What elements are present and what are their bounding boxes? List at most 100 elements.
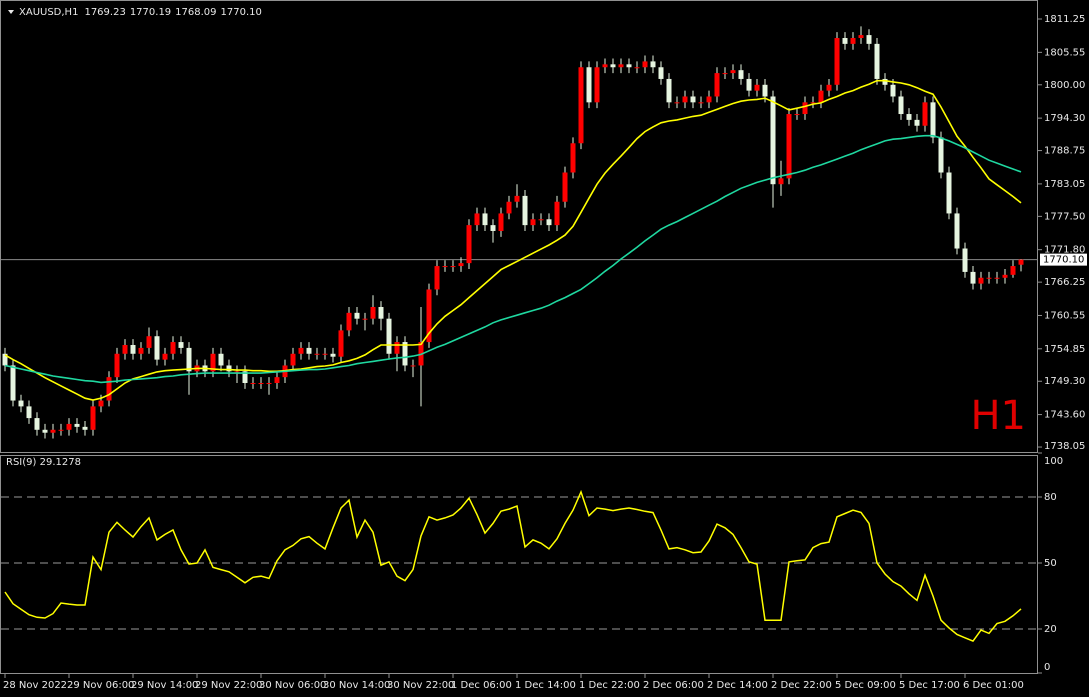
y-tick-label: 100 bbox=[1044, 456, 1063, 467]
x-tick-label: 30 Nov 14:00 bbox=[323, 680, 390, 691]
candle-body bbox=[426, 289, 432, 343]
candle-body bbox=[978, 277, 984, 284]
x-tick-label: 29 Nov 22:00 bbox=[195, 680, 262, 691]
candle-body bbox=[698, 102, 704, 104]
candle-body bbox=[722, 73, 728, 75]
candle-body bbox=[458, 263, 464, 267]
candle-body bbox=[370, 306, 376, 319]
candle-body bbox=[82, 426, 88, 430]
candle-body bbox=[314, 353, 320, 355]
y-tick-label: 1783.05 bbox=[1044, 179, 1085, 190]
x-tick-label: 2 Dec 14:00 bbox=[707, 680, 768, 691]
candle-body bbox=[626, 64, 632, 68]
x-tick-label: 29 Nov 06:00 bbox=[67, 680, 134, 691]
candle-body bbox=[250, 383, 256, 385]
candle-body bbox=[522, 195, 528, 226]
candle-body bbox=[554, 201, 560, 226]
collapse-icon[interactable] bbox=[8, 10, 14, 14]
y-tick-label: 1766.25 bbox=[1044, 277, 1085, 288]
candle-body bbox=[802, 102, 808, 115]
candle-body bbox=[74, 423, 80, 427]
candle-body bbox=[146, 336, 152, 348]
candle-body bbox=[882, 78, 888, 85]
candle-body bbox=[482, 213, 488, 226]
y-tick-label: 1743.60 bbox=[1044, 410, 1085, 421]
candle-body bbox=[346, 312, 352, 331]
candle-body bbox=[18, 400, 24, 407]
candle-body bbox=[258, 383, 264, 385]
low-text: 1768.09 bbox=[175, 7, 216, 18]
candle-body bbox=[306, 347, 312, 354]
candle-body bbox=[362, 318, 368, 320]
candle-body bbox=[34, 418, 40, 430]
candle-body bbox=[538, 219, 544, 221]
candle-body bbox=[970, 271, 976, 284]
candle-body bbox=[586, 67, 592, 103]
candle-body bbox=[178, 342, 184, 348]
candle-body bbox=[130, 344, 136, 354]
rsi-title: RSI(9) 29.1278 bbox=[6, 457, 81, 468]
x-tick-label: 1 Dec 06:00 bbox=[451, 680, 512, 691]
candle-body bbox=[922, 102, 928, 126]
y-tick-label: 1749.30 bbox=[1044, 376, 1085, 387]
candle-body bbox=[794, 114, 800, 116]
candle-body bbox=[674, 102, 680, 104]
y-tick-label: 80 bbox=[1044, 492, 1057, 503]
candle-body bbox=[642, 61, 648, 68]
candle-body bbox=[962, 248, 968, 272]
candle-body bbox=[66, 423, 72, 430]
candle-body bbox=[898, 96, 904, 115]
candle-body bbox=[98, 400, 104, 407]
candle-body bbox=[778, 178, 784, 185]
y-tick-label: 1794.30 bbox=[1044, 113, 1085, 124]
candle-body bbox=[338, 330, 344, 357]
candle-body bbox=[618, 64, 624, 68]
candle-body bbox=[186, 347, 192, 372]
candle-body bbox=[826, 84, 832, 91]
y-tick-label: 20 bbox=[1044, 624, 1057, 635]
candle-body bbox=[770, 96, 776, 185]
candle-body bbox=[138, 347, 144, 354]
candle-body bbox=[402, 342, 408, 366]
y-tick-label: 1788.75 bbox=[1044, 146, 1085, 157]
candle-body bbox=[650, 61, 656, 68]
rsi-panel-frame bbox=[0, 455, 1038, 674]
candle-body bbox=[58, 429, 64, 431]
x-tick-label: 2 Dec 22:00 bbox=[771, 680, 832, 691]
candle-body bbox=[90, 406, 96, 430]
candle-body bbox=[746, 78, 752, 91]
candle-body bbox=[322, 353, 328, 355]
x-tick-label: 5 Dec 09:00 bbox=[835, 680, 896, 691]
y-tick-label: 1754.85 bbox=[1044, 344, 1085, 355]
candle-body bbox=[570, 143, 576, 173]
x-tick-label: 2 Dec 06:00 bbox=[643, 680, 704, 691]
rsi-line bbox=[4, 489, 1022, 643]
candle-body bbox=[866, 35, 872, 44]
candle-body bbox=[1018, 259, 1024, 265]
y-tick-label: 1760.55 bbox=[1044, 310, 1085, 321]
candle-body bbox=[218, 353, 224, 366]
x-tick-label: 28 Nov 2022 bbox=[3, 680, 67, 691]
candle-body bbox=[530, 219, 536, 226]
candle-body bbox=[690, 96, 696, 103]
candle-body bbox=[874, 43, 880, 79]
candle-body bbox=[1002, 274, 1008, 278]
candle-body bbox=[354, 312, 360, 319]
y-tick-label: 1811.25 bbox=[1044, 14, 1085, 25]
candle-body bbox=[378, 306, 384, 319]
y-tick-label: 0 bbox=[1044, 662, 1050, 673]
candle-body bbox=[274, 377, 280, 384]
candle-body bbox=[938, 137, 944, 173]
candle-body bbox=[266, 383, 272, 385]
candle-body bbox=[906, 114, 912, 120]
candle-body bbox=[330, 353, 336, 357]
candle-body bbox=[114, 353, 120, 378]
candle-body bbox=[2, 353, 8, 366]
candle-body bbox=[42, 429, 48, 433]
candle-body bbox=[434, 266, 440, 290]
candle-body bbox=[154, 336, 160, 360]
x-tick-label: 1 Dec 22:00 bbox=[579, 680, 640, 691]
current-price-label: 1770.10 bbox=[1043, 255, 1084, 266]
candle-body bbox=[850, 38, 856, 44]
candle-body bbox=[810, 102, 816, 104]
